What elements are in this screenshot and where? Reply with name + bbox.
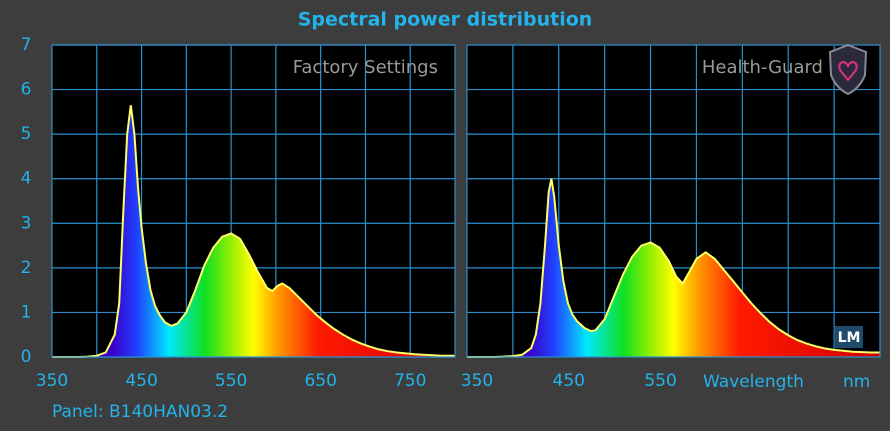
plot-border: [51, 44, 456, 358]
spectrum-line: [52, 105, 455, 358]
y-tick-label: 1: [21, 302, 32, 322]
x-tick-label: 450: [125, 371, 157, 391]
x-tick-label: 350: [461, 371, 493, 391]
panel-label: Panel: B140HAN03.2: [52, 402, 228, 422]
x-tick-label: 350: [36, 371, 68, 391]
x-tick-label: 650: [304, 371, 336, 391]
x-tick-label: 750: [394, 371, 426, 391]
spectrum-line: [467, 178, 880, 358]
x-tick-label: 450: [553, 371, 585, 391]
y-tick-label: 0: [21, 347, 32, 367]
panel-subtitle: Factory Settings: [293, 57, 438, 78]
spectrum-area: [52, 105, 455, 357]
x-axis-label: Wavelength: [703, 372, 804, 392]
y-tick-label: 7: [21, 35, 32, 55]
chart-title: Spectral power distribution: [298, 9, 593, 31]
y-tick-label: 3: [21, 213, 32, 233]
panel-subtitle: Health-Guard: [702, 57, 823, 78]
y-tick-label: 6: [21, 80, 32, 100]
plot-border: [466, 44, 881, 358]
y-tick-label: 2: [21, 258, 32, 278]
x-tick-label: 550: [215, 371, 247, 391]
x-tick-label: 550: [644, 371, 676, 391]
logo: LM: [838, 330, 861, 346]
x-axis-unit: nm: [843, 372, 870, 392]
y-tick-label: 5: [21, 124, 32, 144]
logo-box: [835, 326, 863, 348]
spectrum-area: [467, 178, 880, 357]
y-tick-label: 4: [21, 169, 32, 189]
shield-icon: [828, 43, 868, 96]
